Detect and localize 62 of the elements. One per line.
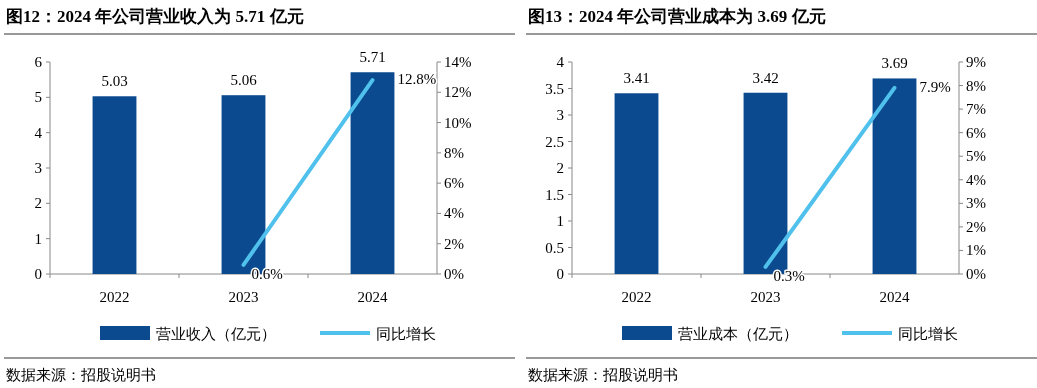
source-note: 数据来源：招股说明书 xyxy=(528,367,678,383)
y-tick-label: 3 xyxy=(556,107,564,123)
legend-label: 同比增长 xyxy=(376,326,436,342)
y-tick-label: 5 xyxy=(34,89,42,106)
y2-tick-label: 0% xyxy=(966,266,986,282)
data-label: 3.69 xyxy=(881,55,908,72)
y2-tick-label: 2% xyxy=(966,218,986,235)
data-label: 12.8% xyxy=(397,71,437,88)
y2-tick-label: 12% xyxy=(444,84,472,101)
y-tick-label: 2.5 xyxy=(545,133,564,150)
data-label: 0.3% xyxy=(773,267,805,284)
x-tick-label: 2023 xyxy=(750,289,781,305)
y-tick-label: 6 xyxy=(34,54,43,70)
source-note: 数据来源：招股说明书 xyxy=(6,367,156,383)
chart-title: 图12：2024 年公司营业收入为 5.71 亿元 xyxy=(6,7,304,26)
y2-tick-label: 8% xyxy=(444,144,464,161)
y-tick-label: 0 xyxy=(34,266,42,282)
data-label: 3.42 xyxy=(752,69,779,86)
y-tick-label: 1 xyxy=(34,230,42,247)
x-tick-label: 2024 xyxy=(879,289,910,305)
y2-tick-label: 10% xyxy=(444,114,472,131)
y2-tick-label: 3% xyxy=(966,195,986,212)
y2-tick-label: 0% xyxy=(444,266,464,282)
x-tick-label: 2023 xyxy=(228,289,259,305)
y2-tick-label: 9% xyxy=(966,54,986,70)
y-tick-label: 3.5 xyxy=(545,80,564,97)
x-tick-label: 2022 xyxy=(621,289,652,305)
y2-tick-label: 5% xyxy=(966,148,986,165)
y2-tick-label: 6% xyxy=(444,175,464,192)
y2-tick-label: 4% xyxy=(966,171,986,188)
y-tick-label: 4 xyxy=(34,124,43,141)
legend-label: 同比增长 xyxy=(898,326,958,342)
data-label: 5.06 xyxy=(230,72,258,89)
bar xyxy=(614,93,659,274)
y2-tick-label: 8% xyxy=(966,77,986,94)
y-tick-label: 2 xyxy=(34,195,42,212)
y-tick-label: 1.5 xyxy=(545,186,564,203)
bar xyxy=(350,72,395,274)
y-tick-label: 2 xyxy=(556,160,564,176)
y2-tick-label: 6% xyxy=(966,124,986,141)
y2-tick-label: 4% xyxy=(444,205,464,222)
legend-label: 营业成本（亿元） xyxy=(678,326,798,342)
y-tick-label: 0 xyxy=(556,266,564,282)
y2-tick-label: 14% xyxy=(444,54,472,70)
data-label: 3.41 xyxy=(623,70,650,87)
y2-tick-label: 1% xyxy=(966,242,986,259)
x-tick-label: 2024 xyxy=(357,289,388,305)
chart-title: 图13：2024 年公司营业成本为 3.69 亿元 xyxy=(528,7,826,26)
bar xyxy=(872,78,917,274)
data-label: 5.03 xyxy=(101,73,128,90)
x-tick-label: 2022 xyxy=(99,289,130,305)
y2-tick-label: 2% xyxy=(444,235,464,252)
y-tick-label: 4 xyxy=(556,54,565,70)
data-label: 5.71 xyxy=(359,49,386,66)
y-tick-label: 3 xyxy=(34,160,42,176)
y2-tick-label: 7% xyxy=(966,101,986,118)
data-label: 0.6% xyxy=(251,265,283,282)
bar xyxy=(92,96,137,274)
legend-label: 营业收入（亿元） xyxy=(156,326,276,342)
y-tick-label: 0.5 xyxy=(545,239,564,256)
y-tick-label: 1 xyxy=(556,213,564,229)
data-label: 7.9% xyxy=(919,78,951,95)
